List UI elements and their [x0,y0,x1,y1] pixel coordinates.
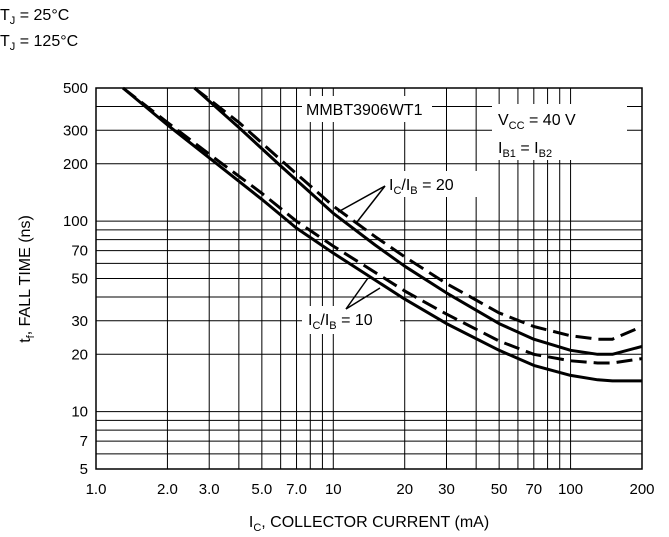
x-tick-label: 3.0 [199,481,220,498]
y-axis-label: tf, FALL TIME (ns) [17,215,37,343]
series-line-3 [193,86,643,356]
y-tick-label: 20 [71,346,88,363]
axis-labels: IC, COLLECTOR CURRENT (mA) tf, FALL TIME … [17,215,489,534]
plot-frame [95,87,643,470]
y-tick-label: 5 [80,461,88,478]
y-tick-label: 100 [63,213,88,230]
y-tick-label: 70 [71,243,88,260]
ib-label: IB1 = IB2 [498,140,552,160]
y-tick-label: 300 [63,122,88,139]
x-tick-label: 1.0 [86,481,107,498]
series-line-1 [122,86,642,383]
vcc-label: VCC = 40 V [498,112,576,132]
x-tick-label: 70 [525,481,542,498]
x-tick-label: 30 [438,481,455,498]
ratio10-pointer [345,287,381,310]
x-axis-label: IC, COLLECTOR CURRENT (mA) [249,514,489,534]
curves [122,86,643,383]
annotations: MMBT3906WT1 VCC = 40 V IB1 = IB2 IC/IB = 20… [302,96,627,334]
ratio20-label: IC/IB = 20 [389,177,454,197]
device-label: MMBT3906WT1 [306,102,423,119]
x-tick-label: 10 [325,481,342,498]
ratio10-label: IC/IB = 10 [308,312,373,332]
x-tick-label: 100 [558,481,583,498]
x-tick-label: 200 [629,481,654,498]
device-label-bg [302,96,432,122]
ratio10-pointer [345,277,369,310]
ratio20-pointer [337,185,386,213]
x-tick-label: 50 [491,481,508,498]
x-tick-label: 7.0 [286,481,307,498]
y-tick-label: 500 [63,80,88,97]
x-tick-label: 20 [396,481,413,498]
y-tick-label: 10 [71,404,88,421]
legend: TJ = 25°C TJ = 125°C [0,7,78,53]
conditions-label-bg [492,104,627,160]
ratio20-pointer [356,185,386,223]
x-tick-label: 2.0 [157,481,178,498]
legend-entry-2: TJ = 125°C [0,33,78,53]
tick-labels: 1.0 2.0 3.0 5.0 7.0 10 20 30 50 70 100 200 5 7 10 20 30 5… [63,80,655,498]
y-tick-label: 30 [71,313,88,330]
x-tick-label: 5.0 [251,481,272,498]
y-tick-label: 50 [71,271,88,288]
ratio20-label-bg [383,171,481,197]
y-tick-label: 200 [63,156,88,173]
series-line-2 [122,86,643,365]
y-tick-label: 7 [80,433,88,450]
ratio10-label-bg [302,306,400,334]
legend-entry-1: TJ = 25°C [0,7,69,27]
